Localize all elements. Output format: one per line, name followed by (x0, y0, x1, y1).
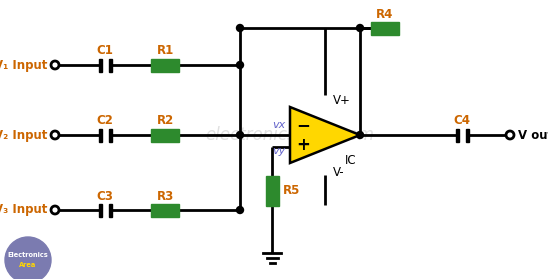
Text: V+: V+ (333, 93, 351, 107)
Text: C4: C4 (454, 114, 471, 128)
Text: R2: R2 (156, 114, 174, 128)
Bar (151, 203, 179, 217)
Text: electronicsarea.com: electronicsarea.com (206, 126, 374, 144)
Text: C3: C3 (96, 189, 113, 203)
Text: V₁ Input: V₁ Input (0, 59, 47, 71)
Circle shape (357, 25, 363, 32)
Circle shape (237, 206, 243, 213)
Text: IC: IC (345, 153, 357, 167)
Text: R4: R4 (376, 8, 393, 20)
Text: C1: C1 (96, 44, 113, 57)
Text: +: + (296, 136, 310, 154)
Bar (151, 59, 179, 71)
Text: R1: R1 (156, 44, 174, 57)
Bar (99, 129, 101, 141)
Bar (371, 21, 399, 35)
Text: V output: V output (518, 129, 548, 141)
Circle shape (357, 131, 363, 138)
Bar (109, 129, 111, 141)
Text: Area: Area (19, 262, 37, 268)
Circle shape (5, 237, 51, 279)
Text: R3: R3 (156, 189, 174, 203)
Text: −: − (296, 116, 310, 134)
Bar (151, 129, 179, 141)
Circle shape (237, 61, 243, 69)
Bar (109, 59, 111, 71)
Text: R5: R5 (283, 184, 301, 198)
Bar (265, 176, 278, 206)
Bar (109, 203, 111, 217)
Bar (99, 59, 101, 71)
Text: vx: vx (272, 120, 285, 130)
Text: Electronics: Electronics (8, 252, 48, 258)
Bar (465, 129, 469, 141)
Polygon shape (290, 107, 360, 163)
Text: C2: C2 (96, 114, 113, 128)
Text: V₃ Input: V₃ Input (0, 203, 47, 217)
Text: vy: vy (272, 146, 285, 156)
Bar (99, 203, 101, 217)
Bar (455, 129, 459, 141)
Circle shape (237, 131, 243, 138)
Circle shape (237, 25, 243, 32)
Text: V-: V- (333, 167, 345, 179)
Text: V₂ Input: V₂ Input (0, 129, 47, 141)
